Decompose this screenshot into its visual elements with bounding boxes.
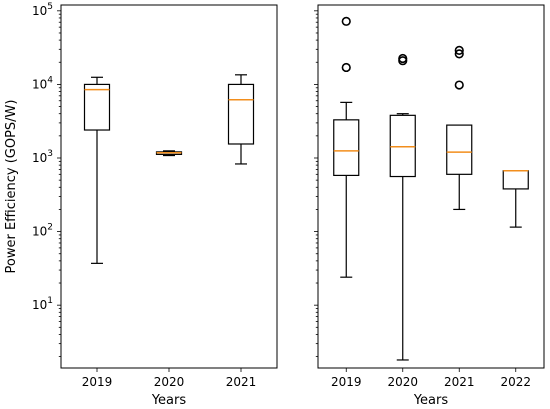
iqr-box [389, 114, 416, 178]
iqr-box [502, 170, 529, 190]
iqr-box [446, 124, 473, 175]
x-tick-label: 2021 [226, 375, 257, 389]
outlier-point [341, 16, 351, 26]
outlier-point [454, 45, 464, 55]
x-tick-label: 2022 [500, 375, 531, 389]
right-panel: 2019 2020 2021 2022 Years [314, 4, 545, 408]
iqr-box [227, 83, 255, 145]
box-2020 [389, 53, 416, 361]
y-tick-label: 101 [32, 296, 53, 312]
box-2021 [446, 45, 473, 211]
axes-frame [60, 4, 278, 369]
outlier-point [398, 53, 408, 64]
box-2019 [333, 16, 360, 278]
box-2020 [155, 150, 183, 157]
x-tick-label: 2021 [444, 375, 475, 389]
outlier-point [454, 80, 464, 90]
outlier-point [341, 62, 351, 73]
box-2022 [502, 170, 529, 228]
x-axis-label: Years [151, 393, 187, 408]
left-panel: 101 102 103 104 105 Power Efficiency (GOPS/W)… [4, 2, 278, 408]
outlier-point [454, 49, 464, 59]
x-tick-label: 2019 [82, 375, 113, 389]
x-tick-label: 2020 [154, 375, 185, 389]
y-axis-label: Power Efficiency (GOPS/W) [4, 100, 19, 274]
x-axis-label: Years [413, 393, 449, 408]
x-tick-label: 2020 [387, 375, 418, 389]
y-tick-label: 102 [32, 223, 53, 239]
box-2019 [83, 76, 111, 264]
x-tick-label: 2019 [331, 375, 362, 389]
iqr-box [333, 119, 360, 177]
y-tick-label: 104 [32, 75, 53, 91]
box-2021 [227, 74, 255, 165]
y-tick-label: 105 [32, 2, 53, 18]
axes-frame [317, 4, 545, 369]
y-tick-label: 103 [32, 149, 53, 165]
iqr-box [83, 83, 111, 131]
